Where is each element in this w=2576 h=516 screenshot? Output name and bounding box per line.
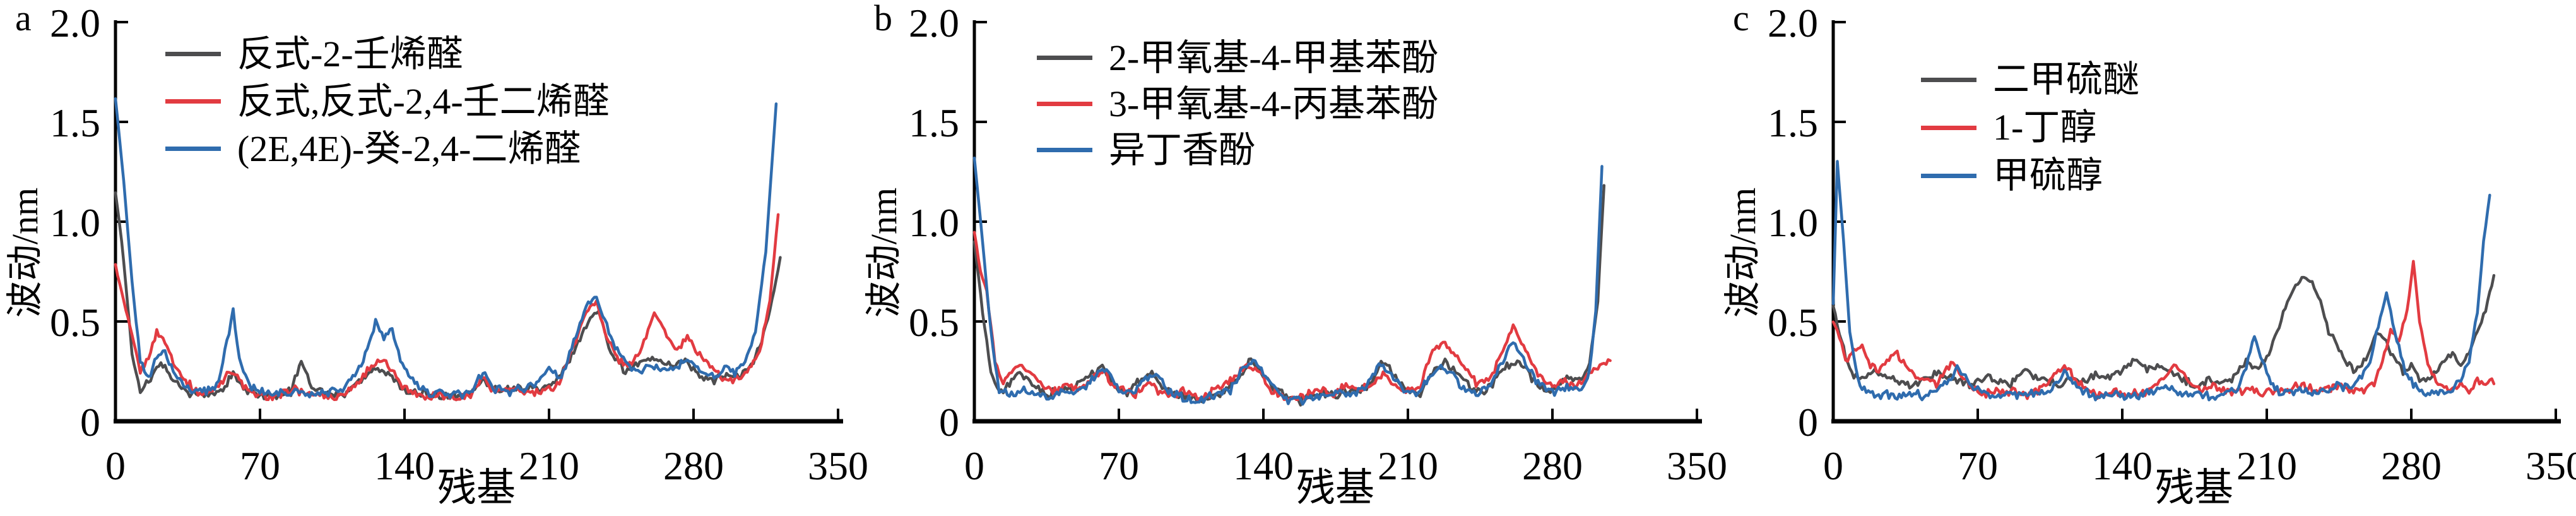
legend-swatch xyxy=(1921,125,1976,130)
y-tick-label: 2.0 xyxy=(50,1,100,45)
chart-canvas-c: 0 0.5 1.0 1.5 2.0 0 70 140 210 280 350 xyxy=(1768,1,2576,488)
x-tick-label: 140 xyxy=(374,443,435,488)
series-line xyxy=(972,184,1606,407)
legend-swatch xyxy=(1037,102,1092,106)
x-tick-label: 210 xyxy=(519,443,579,488)
x-tick-label: 70 xyxy=(240,443,280,488)
legend-item: 甲硫醇 xyxy=(1921,152,2139,200)
legend-label: 二甲硫醚 xyxy=(1993,59,2140,100)
x-axis-label: 残基 xyxy=(2154,467,2234,510)
legend-label: 1-丁醇 xyxy=(1993,107,2097,148)
x-tick-label: 350 xyxy=(1667,443,1727,488)
legend-swatch xyxy=(1921,77,1976,82)
series-line xyxy=(972,156,1604,406)
y-tick-label: 0 xyxy=(939,400,959,445)
x-tick-label: 280 xyxy=(2381,443,2442,488)
panel-letter-b: b xyxy=(874,0,892,39)
x-tick-label: 70 xyxy=(1099,443,1139,488)
x-tick-label: 280 xyxy=(1522,443,1583,488)
series-line xyxy=(1831,260,2496,400)
x-tick-label: 140 xyxy=(1233,443,1294,488)
chart-canvas-b: 0 0.5 1.0 1.5 2.0 0 70 140 210 280 350 xyxy=(909,1,1727,488)
panel-letter-a: a xyxy=(15,0,32,39)
y-axis-label: 波动/nm xyxy=(863,187,904,318)
series-line xyxy=(114,213,780,402)
x-tick-label: 0 xyxy=(105,443,126,488)
y-tick-label: 1.5 xyxy=(50,100,100,145)
legend-item: 异丁香酚 xyxy=(1037,127,1438,173)
legend: 2-甲氧基-4-甲基苯酚 3-甲氧基-4-丙基苯酚 异丁香酚 xyxy=(1037,35,1438,173)
legend-swatch xyxy=(165,99,221,104)
legend-item: 反式,反式-2,4-壬二烯醛 xyxy=(165,78,610,125)
panel-letter-c: c xyxy=(1733,0,1749,39)
panel-c: 0 0.5 1.0 1.5 2.0 0 70 140 210 280 350 c 波动/nm 二甲硫… xyxy=(1718,0,2576,516)
legend-label: 2-甲氧基-4-甲基苯酚 xyxy=(1109,37,1438,78)
y-tick-label: 1.0 xyxy=(1768,200,1818,245)
y-tick-label: 2.0 xyxy=(909,1,959,45)
x-tick-label: 70 xyxy=(1958,443,1998,488)
y-tick-label: 0.5 xyxy=(1768,300,1818,345)
chart-canvas-a: 0 0.5 1.0 1.5 2.0 0 70 140 210 280 350 xyxy=(50,1,868,488)
legend-swatch xyxy=(165,52,221,56)
legend-label: (2E,4E)-癸-2,4-二烯醛 xyxy=(237,128,581,169)
x-tick-label: 210 xyxy=(2236,443,2297,488)
x-tick-label: 0 xyxy=(1823,443,1843,488)
legend-item: 反式-2-壬烯醛 xyxy=(165,30,610,78)
x-axis-label: 残基 xyxy=(1296,467,1375,510)
legend-item: 3-甲氧基-4-丙基苯酚 xyxy=(1037,81,1438,127)
legend: 反式-2-壬烯醛反式,反式-2,4-壬二烯醛 (2E,4E)-癸-2,4-二烯醛 xyxy=(165,30,610,172)
panel-b: 0 0.5 1.0 1.5 2.0 0 70 140 210 280 350 b 波动/nm 2-甲… xyxy=(859,0,1727,516)
legend-label: 异丁香酚 xyxy=(1109,129,1256,171)
x-tick-label: 350 xyxy=(2526,443,2576,488)
y-axis-label: 波动/nm xyxy=(1722,187,1763,318)
x-tick-label: 350 xyxy=(808,443,868,488)
y-tick-label: 1.0 xyxy=(909,200,959,245)
legend: 二甲硫醚 1-丁醇甲硫醇 xyxy=(1921,56,2139,200)
series-line xyxy=(1831,160,2491,402)
legend-label: 甲硫醇 xyxy=(1993,155,2103,196)
legend-swatch xyxy=(1037,56,1092,60)
series-line xyxy=(114,191,782,402)
y-axis-label: 波动/nm xyxy=(4,187,45,318)
x-tick-label: 210 xyxy=(1378,443,1438,488)
x-axis-label: 残基 xyxy=(437,467,516,510)
y-tick-label: 0 xyxy=(80,400,100,445)
legend-swatch xyxy=(1037,148,1092,152)
y-tick-label: 1.5 xyxy=(909,100,959,145)
panel-a: 0 0.5 1.0 1.5 2.0 0 70 140 210 280 350 a 波动/nm 反式-… xyxy=(0,0,868,516)
legend-item: 2-甲氧基-4-甲基苯酚 xyxy=(1037,35,1438,81)
y-tick-label: 1.5 xyxy=(1768,100,1818,145)
legend-item: 1-丁醇 xyxy=(1921,104,2139,152)
y-tick-label: 1.0 xyxy=(50,200,100,245)
x-tick-label: 280 xyxy=(663,443,724,488)
x-tick-label: 140 xyxy=(2092,443,2153,488)
legend-item: (2E,4E)-癸-2,4-二烯醛 xyxy=(165,125,610,172)
legend-label: 反式,反式-2,4-壬二烯醛 xyxy=(237,80,610,122)
y-tick-label: 0.5 xyxy=(909,300,959,345)
legend-label: 3-甲氧基-4-丙基苯酚 xyxy=(1109,83,1438,124)
legend-swatch xyxy=(165,147,221,151)
legend-swatch xyxy=(1921,173,1976,178)
series-line xyxy=(114,97,778,400)
y-tick-label: 2.0 xyxy=(1768,1,1818,45)
series-line xyxy=(972,231,1612,402)
legend-item: 二甲硫醚 xyxy=(1921,56,2139,104)
y-tick-label: 0 xyxy=(1798,400,1818,445)
x-tick-label: 0 xyxy=(964,443,984,488)
y-tick-label: 0.5 xyxy=(50,300,100,345)
legend-label: 反式-2-壬烯醛 xyxy=(237,33,463,75)
